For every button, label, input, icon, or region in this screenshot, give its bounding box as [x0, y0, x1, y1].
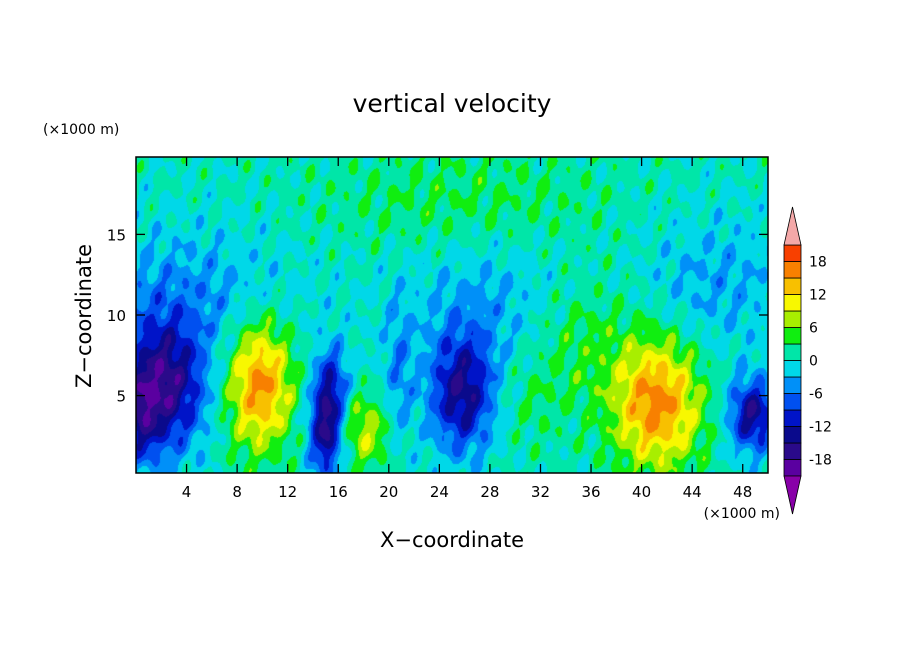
x-tick-label: 36: [581, 483, 600, 501]
y-tick-label: 15: [107, 226, 126, 244]
colorbar-extend-high: [783, 206, 802, 246]
colorbar: 18 12 6 0 -6 -12 -18: [783, 206, 832, 515]
y-tick-label: 10: [107, 307, 126, 325]
colorbar-segment: [783, 426, 802, 444]
colorbar-label: 12: [809, 288, 827, 304]
colorbar-label: 0: [809, 354, 818, 370]
colorbar-extend-low: [783, 475, 802, 515]
colorbar-segment: [783, 343, 802, 361]
x-tick-label: 44: [683, 483, 702, 501]
colorbar-segment: [783, 409, 802, 427]
colorbar-segment: [783, 261, 802, 279]
colorbar-label: 6: [809, 321, 818, 337]
x-tick-label: 32: [531, 483, 550, 501]
colorbar-segment: [783, 244, 802, 262]
x-tick-label: 24: [430, 483, 449, 501]
y-axis-unit: (×1000 m): [43, 122, 119, 138]
x-tick-label: 48: [733, 483, 752, 501]
colorbar-segment: [783, 360, 802, 378]
colorbar-segment: [783, 376, 802, 394]
y-axis-label: Z−coordinate: [72, 244, 96, 388]
colorbar-label: -12: [809, 420, 832, 436]
plot-area: [135, 156, 769, 474]
x-axis-unit: (×1000 m): [704, 506, 780, 522]
x-tick-label: 8: [232, 483, 242, 501]
heatmap-field: [136, 157, 768, 473]
colorbar-segment: [783, 459, 802, 477]
x-tick-label: 20: [379, 483, 398, 501]
x-tick-label: 28: [480, 483, 499, 501]
x-tick-label: 40: [632, 483, 651, 501]
chart-title: vertical velocity: [353, 89, 552, 118]
x-tick-label: 12: [278, 483, 297, 501]
x-tick-label: 16: [329, 483, 348, 501]
colorbar-segment: [783, 327, 802, 345]
colorbar-label: -18: [809, 453, 832, 469]
x-axis-label: X−coordinate: [380, 528, 524, 552]
colorbar-segment: [783, 277, 802, 295]
y-axis-ticks: 5 10 15: [107, 226, 768, 406]
colorbar-label: 18: [809, 255, 827, 271]
x-axis-ticks: 4 8 12 16 20 24 28 32 36 40 44 48: [182, 157, 752, 501]
colorbar-label: -6: [809, 387, 823, 403]
colorbar-segment: [783, 393, 802, 411]
colorbar-segment: [783, 442, 802, 460]
colorbar-segment: [783, 294, 802, 312]
y-tick-label: 5: [116, 388, 126, 406]
x-tick-label: 4: [182, 483, 192, 501]
colorbar-segment: [783, 310, 802, 328]
